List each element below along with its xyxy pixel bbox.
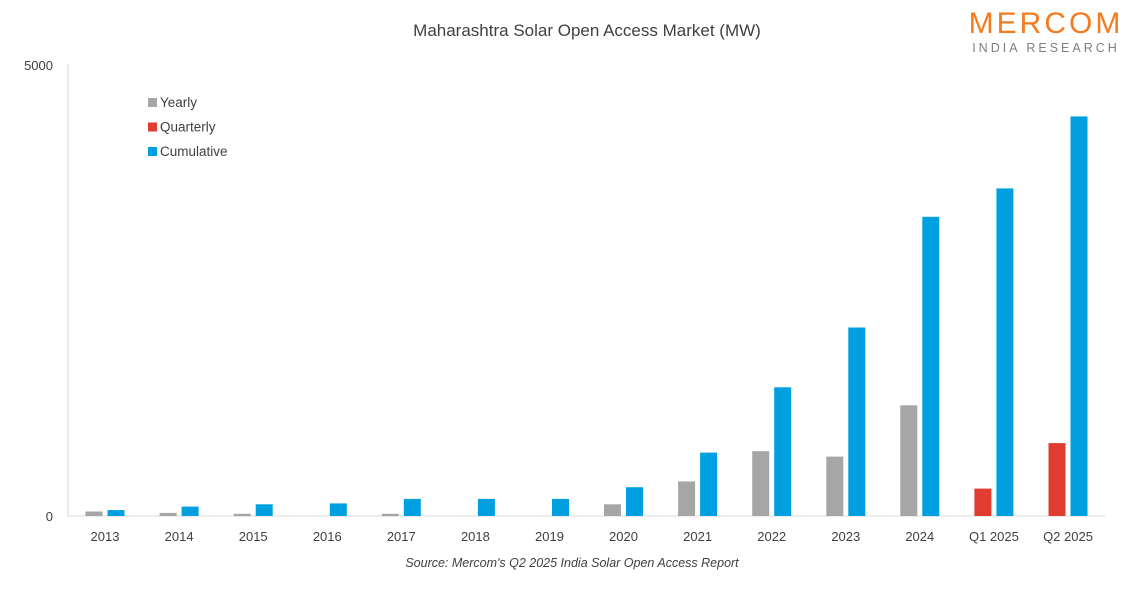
- x-tick-label: 2019: [535, 529, 564, 544]
- bar-cumulative-2023: [848, 327, 866, 516]
- bar-cumulative-2019: [552, 498, 569, 516]
- mercom-logo: MERCOM INDIA RESEARCH: [969, 7, 1124, 55]
- bar-cumulative-2018: [477, 498, 495, 516]
- logo-name: MERCOM: [969, 7, 1124, 40]
- x-tick-label: 2021: [683, 529, 712, 544]
- bar-yearly-2017: [381, 513, 399, 517]
- x-tick-label: 2015: [239, 529, 268, 544]
- x-tick-labels: 2013 2014 2015 2016 2017 2018 2019 2020 2021 2022…: [91, 529, 1093, 544]
- x-tick-label: 2014: [165, 529, 194, 544]
- bar-yearly-2014: [159, 512, 177, 516]
- bar-cumulative-2021: [700, 452, 718, 516]
- legend-swatch-quarterly: [148, 122, 157, 132]
- legend-swatch-yearly: [148, 98, 157, 107]
- source-note: Source: Mercom's Q2 2025 India Solar Ope…: [405, 556, 739, 570]
- legend-label-yearly: Yearly: [160, 95, 197, 110]
- bar-cumulative-2016: [329, 503, 347, 516]
- bar-quarterly-q1-2025: [974, 488, 992, 516]
- chart-title: Maharashtra Solar Open Access Market (MW…: [413, 21, 761, 40]
- legend-label-quarterly: Quarterly: [160, 120, 216, 135]
- legend-swatch-cumulative: [148, 147, 157, 156]
- x-tick-label: 2013: [91, 529, 120, 544]
- x-tick-label: 2024: [905, 529, 934, 544]
- legend: Yearly Quarterly Cumulative: [148, 95, 228, 159]
- x-tick-label: 2017: [387, 529, 416, 544]
- x-tick-label: 2018: [461, 529, 490, 544]
- bar-yearly-2024: [900, 405, 918, 516]
- logo-subtitle: INDIA RESEARCH: [972, 41, 1120, 55]
- bar-cumulative-2024: [922, 216, 940, 517]
- bar-yearly-2020: [604, 504, 621, 516]
- bar-quarterly-q2-2025: [1048, 443, 1066, 516]
- bar-yearly-2021: [678, 481, 696, 516]
- bar-cumulative-q2-2025: [1070, 116, 1088, 517]
- x-tick-label: Q2 2025: [1043, 529, 1093, 544]
- x-tick-label: 2023: [831, 529, 860, 544]
- x-tick-label: Q1 2025: [969, 529, 1019, 544]
- legend-label-cumulative: Cumulative: [160, 144, 228, 159]
- bar-yearly-2013: [85, 511, 103, 516]
- bar-yearly-2022: [752, 451, 770, 516]
- bar-yearly-2015: [233, 513, 251, 517]
- bars-group: [85, 116, 1088, 517]
- bar-cumulative-2013: [107, 510, 125, 516]
- bar-cumulative-2014: [181, 506, 199, 516]
- y-tick-label-top: 5000: [24, 58, 53, 73]
- bar-cumulative-2015: [255, 504, 273, 516]
- x-tick-label: 2022: [757, 529, 786, 544]
- y-tick-label-zero: 0: [46, 509, 53, 524]
- x-tick-label: 2020: [609, 529, 638, 544]
- x-tick-label: 2016: [313, 529, 342, 544]
- bar-cumulative-2017: [403, 498, 421, 516]
- bar-cumulative-q1-2025: [996, 188, 1014, 516]
- bar-cumulative-2022: [774, 387, 792, 516]
- bar-cumulative-2020: [626, 487, 643, 516]
- bar-yearly-2023: [826, 456, 844, 516]
